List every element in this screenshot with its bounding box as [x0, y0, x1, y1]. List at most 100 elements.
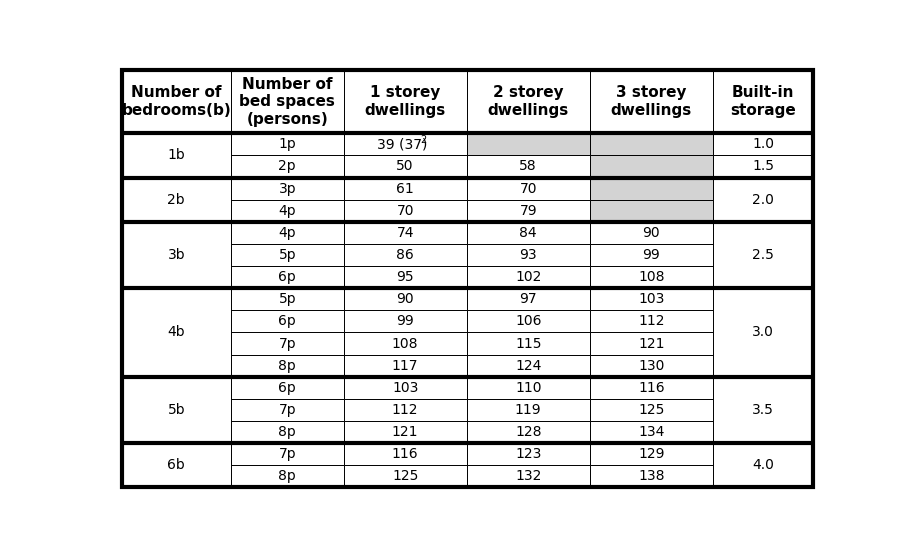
Bar: [712, 377, 813, 399]
Text: 112: 112: [638, 315, 664, 328]
Bar: [712, 288, 813, 310]
Bar: [343, 399, 466, 421]
Bar: [712, 465, 813, 487]
Bar: [712, 178, 813, 200]
Bar: [230, 133, 343, 155]
Text: 132: 132: [515, 469, 541, 484]
Bar: [589, 266, 712, 288]
Text: Number of
bedrooms(b): Number of bedrooms(b): [121, 86, 230, 118]
Bar: [343, 70, 466, 133]
Text: 108: 108: [392, 337, 418, 351]
Text: 50: 50: [396, 160, 414, 173]
Bar: [466, 288, 589, 310]
Bar: [466, 200, 589, 222]
Bar: [230, 200, 343, 222]
Bar: [466, 332, 589, 354]
Bar: [712, 354, 813, 377]
Bar: [589, 244, 712, 266]
Bar: [230, 332, 343, 354]
Text: 3p: 3p: [278, 182, 296, 195]
Bar: [712, 288, 813, 377]
Bar: [712, 133, 813, 155]
Bar: [589, 443, 712, 465]
Bar: [712, 266, 813, 288]
Bar: [230, 399, 343, 421]
Bar: [712, 244, 813, 266]
Bar: [712, 200, 813, 222]
Bar: [230, 266, 343, 288]
Bar: [343, 354, 466, 377]
Text: 8p: 8p: [278, 425, 296, 439]
Text: 6p: 6p: [278, 270, 296, 284]
Text: 4p: 4p: [278, 204, 296, 217]
Text: Number of
bed spaces
(persons): Number of bed spaces (persons): [239, 77, 335, 126]
Text: 124: 124: [515, 359, 541, 373]
Text: 119: 119: [515, 403, 541, 417]
Text: 39 (37): 39 (37): [376, 137, 427, 151]
Text: 125: 125: [638, 403, 664, 417]
Bar: [343, 332, 466, 354]
Text: 1p: 1p: [278, 137, 296, 151]
Text: 6p: 6p: [278, 315, 296, 328]
Text: 7p: 7p: [278, 447, 296, 461]
Bar: [712, 443, 813, 487]
Text: 95: 95: [396, 270, 414, 284]
Bar: [230, 70, 343, 133]
Bar: [712, 310, 813, 332]
Bar: [230, 421, 343, 443]
Bar: [230, 155, 343, 178]
Bar: [121, 133, 230, 178]
Bar: [712, 399, 813, 421]
Bar: [712, 178, 813, 222]
Text: 2: 2: [420, 135, 426, 145]
Bar: [589, 155, 712, 178]
Text: 117: 117: [392, 359, 418, 373]
Text: 138: 138: [638, 469, 664, 484]
Text: 129: 129: [638, 447, 664, 461]
Text: 108: 108: [638, 270, 664, 284]
Text: 121: 121: [638, 337, 664, 351]
Bar: [589, 70, 712, 133]
Bar: [589, 377, 712, 399]
Bar: [121, 70, 230, 133]
Bar: [466, 310, 589, 332]
Text: 116: 116: [638, 381, 664, 395]
Bar: [589, 133, 712, 155]
Bar: [466, 421, 589, 443]
Text: 1 storey
dwellings: 1 storey dwellings: [364, 86, 445, 118]
Bar: [343, 288, 466, 310]
Bar: [712, 222, 813, 288]
Bar: [121, 377, 230, 443]
Text: 6p: 6p: [278, 381, 296, 395]
Bar: [230, 244, 343, 266]
Text: 130: 130: [638, 359, 664, 373]
Bar: [466, 399, 589, 421]
Bar: [589, 421, 712, 443]
Text: 70: 70: [396, 204, 414, 217]
Text: 7p: 7p: [278, 403, 296, 417]
Bar: [343, 133, 466, 155]
Bar: [343, 465, 466, 487]
Text: 2p: 2p: [278, 160, 296, 173]
Text: 123: 123: [515, 447, 541, 461]
Text: 8p: 8p: [278, 359, 296, 373]
Bar: [230, 222, 343, 244]
Bar: [466, 178, 589, 200]
Bar: [589, 465, 712, 487]
Bar: [589, 399, 712, 421]
Text: 1.5: 1.5: [752, 160, 773, 173]
Text: 84: 84: [519, 226, 537, 240]
Bar: [343, 377, 466, 399]
Bar: [589, 310, 712, 332]
Bar: [589, 222, 712, 244]
Bar: [121, 443, 230, 487]
Bar: [466, 70, 589, 133]
Text: 4p: 4p: [278, 226, 296, 240]
Bar: [230, 443, 343, 465]
Text: 2.5: 2.5: [752, 248, 773, 262]
Text: 125: 125: [392, 469, 418, 484]
Text: 110: 110: [515, 381, 541, 395]
Bar: [712, 443, 813, 465]
Text: 79: 79: [519, 204, 537, 217]
Bar: [121, 222, 230, 288]
